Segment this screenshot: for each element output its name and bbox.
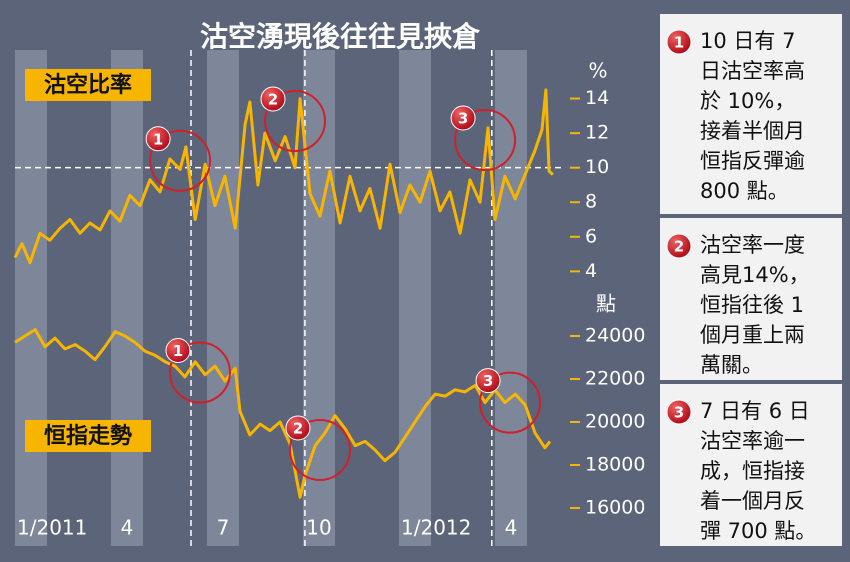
marker-label: 2 bbox=[268, 91, 278, 109]
y-unit: % bbox=[588, 59, 607, 83]
note-line: 沽空率一度 bbox=[700, 233, 805, 257]
note-line: 7 日有 6 日 bbox=[700, 399, 810, 423]
note-line: 萬關。 bbox=[700, 353, 763, 377]
month-band bbox=[399, 50, 431, 546]
note-line: 於 10%， bbox=[700, 89, 795, 113]
y-tick-label: 16000 bbox=[585, 497, 645, 519]
y-tick-label: 22000 bbox=[585, 368, 645, 390]
marker-label: 3 bbox=[458, 110, 468, 128]
highlight-circle bbox=[288, 418, 351, 481]
x-tick-label: 4 bbox=[505, 516, 518, 540]
y-tick-label: 20000 bbox=[585, 411, 645, 433]
x-tick-label: 10 bbox=[306, 516, 331, 540]
highlight-circle bbox=[454, 109, 517, 172]
note-badge bbox=[666, 399, 692, 425]
x-tick-label: 4 bbox=[121, 516, 134, 540]
highlight-circle bbox=[264, 90, 326, 153]
marker-badge bbox=[145, 126, 171, 152]
y-tick-label: 14 bbox=[585, 87, 609, 109]
x-tick-label: 7 bbox=[217, 516, 230, 540]
marker-badge bbox=[475, 368, 501, 394]
series-line bbox=[14, 328, 552, 499]
chart-title: 沽空湧現後往往見挾倉 bbox=[200, 20, 481, 53]
marker-badge bbox=[165, 338, 191, 364]
note-line: 成，恒指接 bbox=[700, 459, 805, 483]
y-unit: 點 bbox=[596, 292, 616, 316]
month-band bbox=[495, 50, 527, 546]
series-label: 沽空比率 bbox=[44, 72, 132, 98]
highlight-circle bbox=[479, 371, 542, 434]
series-label: 恒指走勢 bbox=[44, 423, 132, 449]
note-badge bbox=[666, 233, 692, 259]
month-band bbox=[111, 50, 143, 546]
y-tick-label: 24000 bbox=[585, 325, 645, 347]
note-box bbox=[660, 14, 842, 214]
y-tick-label: 18000 bbox=[585, 454, 645, 476]
note-line: 沽空率逾一 bbox=[700, 429, 805, 453]
note-line: 高見14%， bbox=[700, 263, 810, 287]
marker-label: 1 bbox=[153, 130, 163, 148]
highlight-circle bbox=[149, 129, 212, 192]
marker-badge bbox=[260, 86, 286, 112]
note-line: 日沽空率高 bbox=[700, 59, 805, 83]
note-line: 恒指往後 1 bbox=[700, 293, 804, 317]
note-line: 10 日有 7 bbox=[700, 29, 795, 53]
marker-label: 2 bbox=[293, 419, 303, 437]
note-line: 800 點。 bbox=[700, 179, 789, 203]
marker-badge bbox=[450, 105, 476, 131]
month-band bbox=[207, 50, 239, 546]
y-tick-label: 6 bbox=[585, 225, 597, 247]
note-line: 彈 700 點。 bbox=[700, 519, 816, 543]
note-line: 個月重上兩 bbox=[700, 323, 805, 347]
note-line: 着一個月反 bbox=[700, 489, 805, 513]
series-label-box bbox=[25, 69, 151, 101]
note-line: 接着半個月 bbox=[700, 119, 805, 143]
highlight-circle bbox=[168, 341, 231, 404]
note-badge bbox=[666, 29, 692, 55]
x-tick-label: 1/2012 bbox=[401, 516, 471, 540]
y-tick-label: 8 bbox=[585, 191, 597, 213]
note-line: 恒指反彈逾 bbox=[700, 149, 805, 173]
series-label-box bbox=[25, 420, 151, 452]
y-tick-label: 10 bbox=[585, 156, 609, 178]
note-number: 2 bbox=[674, 238, 684, 256]
marker-badge bbox=[285, 415, 311, 441]
y-tick-label: 4 bbox=[585, 260, 597, 282]
series-line bbox=[13, 88, 554, 265]
month-band bbox=[15, 50, 47, 546]
marker-label: 1 bbox=[173, 342, 183, 360]
x-tick-label: 1/2011 bbox=[17, 516, 87, 540]
note-number: 3 bbox=[674, 404, 684, 422]
marker-label: 3 bbox=[483, 372, 493, 390]
y-tick-label: 12 bbox=[585, 122, 609, 144]
note-number: 1 bbox=[674, 34, 684, 52]
